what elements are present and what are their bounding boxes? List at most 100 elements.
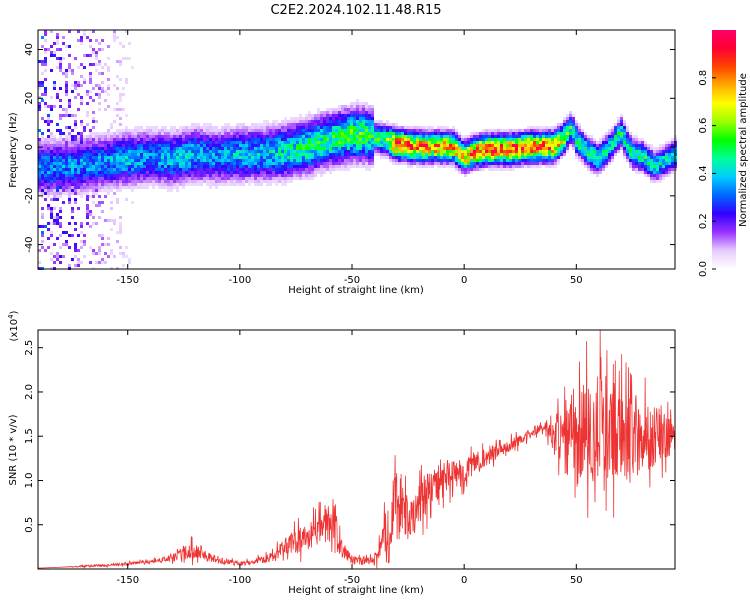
heatmap-cell — [473, 144, 476, 147]
snr-y-scale-suffix: ) — [9, 310, 20, 314]
heatmap-cell — [116, 129, 119, 132]
heatmap-cell — [176, 135, 179, 138]
heatmap-cell — [47, 117, 50, 120]
heatmap-cell — [74, 189, 77, 192]
heatmap-cell — [68, 183, 71, 186]
heatmap-cell — [647, 168, 650, 171]
heatmap-cell — [236, 159, 239, 162]
heatmap-cell — [188, 162, 191, 165]
heatmap-cell — [395, 159, 398, 162]
heatmap-cell — [80, 240, 83, 243]
heatmap-cell — [161, 126, 164, 129]
heatmap-cell — [587, 147, 590, 150]
heatmap-cell — [245, 156, 248, 159]
heatmap-cell — [164, 153, 167, 156]
heatmap-cell — [152, 186, 155, 189]
heatmap-cell — [299, 165, 302, 168]
heatmap-cell — [320, 129, 323, 132]
heatmap-cell — [530, 135, 533, 138]
heatmap-cell — [341, 153, 344, 156]
heatmap-cell — [119, 162, 122, 165]
heatmap-cell — [203, 165, 206, 168]
heatmap-cell — [635, 150, 638, 153]
heatmap-cell — [560, 138, 563, 141]
heatmap-cell — [488, 153, 491, 156]
heatmap-cell — [65, 177, 68, 180]
heatmap-cell — [251, 147, 254, 150]
heatmap-cell — [305, 120, 308, 123]
heatmap-cell — [266, 126, 269, 129]
heatmap-cell — [128, 141, 131, 144]
heatmap-cell — [101, 174, 104, 177]
heatmap-cell — [515, 165, 518, 168]
heatmap-cell — [38, 183, 41, 186]
heatmap-cell — [293, 165, 296, 168]
heatmap-cell — [233, 150, 236, 153]
heatmap-cell — [134, 126, 137, 129]
heatmap-cell — [239, 183, 242, 186]
heatmap-cell — [488, 165, 491, 168]
heatmap-cell — [161, 153, 164, 156]
heatmap-cell — [77, 207, 80, 210]
heatmap-cell — [287, 171, 290, 174]
heatmap-cell — [149, 138, 152, 141]
heatmap-cell — [92, 135, 95, 138]
heatmap-cell — [155, 135, 158, 138]
heatmap-cell — [86, 204, 89, 207]
heatmap-cell — [44, 141, 47, 144]
heatmap-cell — [500, 168, 503, 171]
heatmap-cell — [266, 150, 269, 153]
heatmap-cell — [167, 153, 170, 156]
heatmap-cell — [107, 135, 110, 138]
heatmap-cell — [494, 150, 497, 153]
heatmap-cell — [659, 171, 662, 174]
heatmap-cell — [440, 144, 443, 147]
heatmap-cell — [155, 126, 158, 129]
heatmap-cell — [533, 135, 536, 138]
heatmap-cell — [299, 135, 302, 138]
heatmap-cell — [272, 165, 275, 168]
heatmap-cell — [233, 129, 236, 132]
heatmap-cell — [413, 138, 416, 141]
heatmap-cell — [650, 144, 653, 147]
heatmap-cell — [65, 159, 68, 162]
heatmap-cell — [212, 153, 215, 156]
heatmap-cell — [470, 159, 473, 162]
heatmap-cell — [452, 147, 455, 150]
heatmap-cell — [41, 144, 44, 147]
heatmap-cell — [383, 129, 386, 132]
heatmap-cell — [41, 138, 44, 141]
heatmap-cell — [332, 147, 335, 150]
heatmap-cell — [92, 141, 95, 144]
heatmap-cell — [512, 168, 515, 171]
heatmap-cell — [392, 153, 395, 156]
heatmap-cell — [158, 144, 161, 147]
heatmap-cell — [77, 183, 80, 186]
heatmap-cell — [632, 141, 635, 144]
heatmap-cell — [590, 168, 593, 171]
heatmap-cell — [212, 162, 215, 165]
heatmap-cell — [320, 156, 323, 159]
heatmap-cell — [47, 186, 50, 189]
heatmap-cell — [287, 153, 290, 156]
heatmap-cell — [260, 180, 263, 183]
heatmap-cell — [644, 171, 647, 174]
heatmap-cell — [47, 153, 50, 156]
heatmap-cell — [479, 144, 482, 147]
heatmap-cell — [368, 168, 371, 171]
heatmap-cell — [107, 168, 110, 171]
heatmap-cell — [350, 153, 353, 156]
heatmap-cell — [140, 162, 143, 165]
heatmap-cell — [332, 165, 335, 168]
heatmap-cell — [461, 135, 464, 138]
heatmap-cell — [548, 138, 551, 141]
heatmap-cell — [638, 162, 641, 165]
heatmap-cell — [260, 174, 263, 177]
heatmap-cell — [62, 174, 65, 177]
heatmap-cell — [224, 177, 227, 180]
heatmap-cell — [266, 135, 269, 138]
heatmap-cell — [170, 183, 173, 186]
heatmap-cell — [191, 177, 194, 180]
heatmap-cell — [281, 126, 284, 129]
heatmap-cell — [431, 156, 434, 159]
